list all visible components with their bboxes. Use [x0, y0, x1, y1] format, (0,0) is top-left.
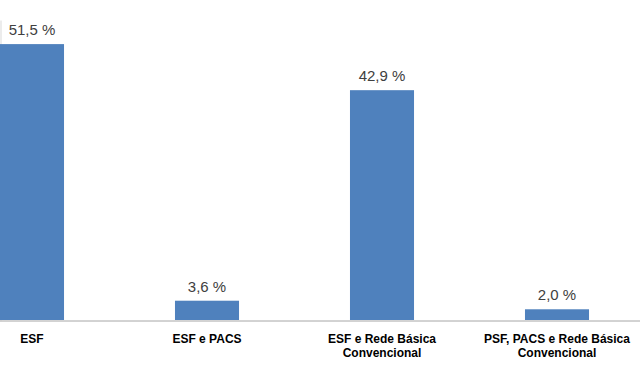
data-labels: 51,5 % 3,6 % 42,9 % 2,0 % — [9, 21, 577, 303]
x-tick: PSF, PACS e Rede BásicaConvencional — [484, 321, 630, 361]
bar — [525, 309, 589, 320]
data-label: 2,0 % — [538, 286, 576, 303]
bar — [0, 44, 64, 320]
x-axis: ESF ESF e PACS ESF e Rede BásicaConvencion… — [0, 321, 640, 361]
x-tick: ESF e Rede BásicaConvencional — [328, 321, 436, 361]
x-tick-label: PSF, PACS e Rede BásicaConvencional — [484, 332, 630, 360]
x-tick-label: ESF — [20, 332, 43, 346]
data-label: 3,6 % — [188, 278, 226, 295]
data-label: 51,5 % — [9, 21, 56, 38]
bars — [0, 44, 589, 320]
chart: 51,5 % 3,6 % 42,9 % 2,0 % ESF ESF e PACS ESF e… — [0, 0, 640, 378]
x-tick-label: ESF e Rede BásicaConvencional — [328, 332, 436, 360]
x-tick-label: ESF e PACS — [172, 332, 241, 346]
x-tick: ESF — [20, 321, 43, 347]
bar — [175, 301, 239, 320]
data-label: 42,9 % — [359, 67, 406, 84]
bar — [350, 90, 414, 320]
x-axis-line — [0, 321, 640, 322]
x-tick: ESF e PACS — [172, 321, 241, 347]
